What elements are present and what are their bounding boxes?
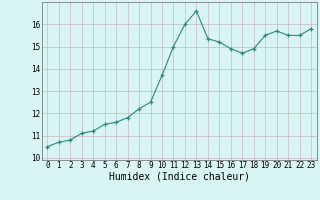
X-axis label: Humidex (Indice chaleur): Humidex (Indice chaleur) [109,172,250,182]
